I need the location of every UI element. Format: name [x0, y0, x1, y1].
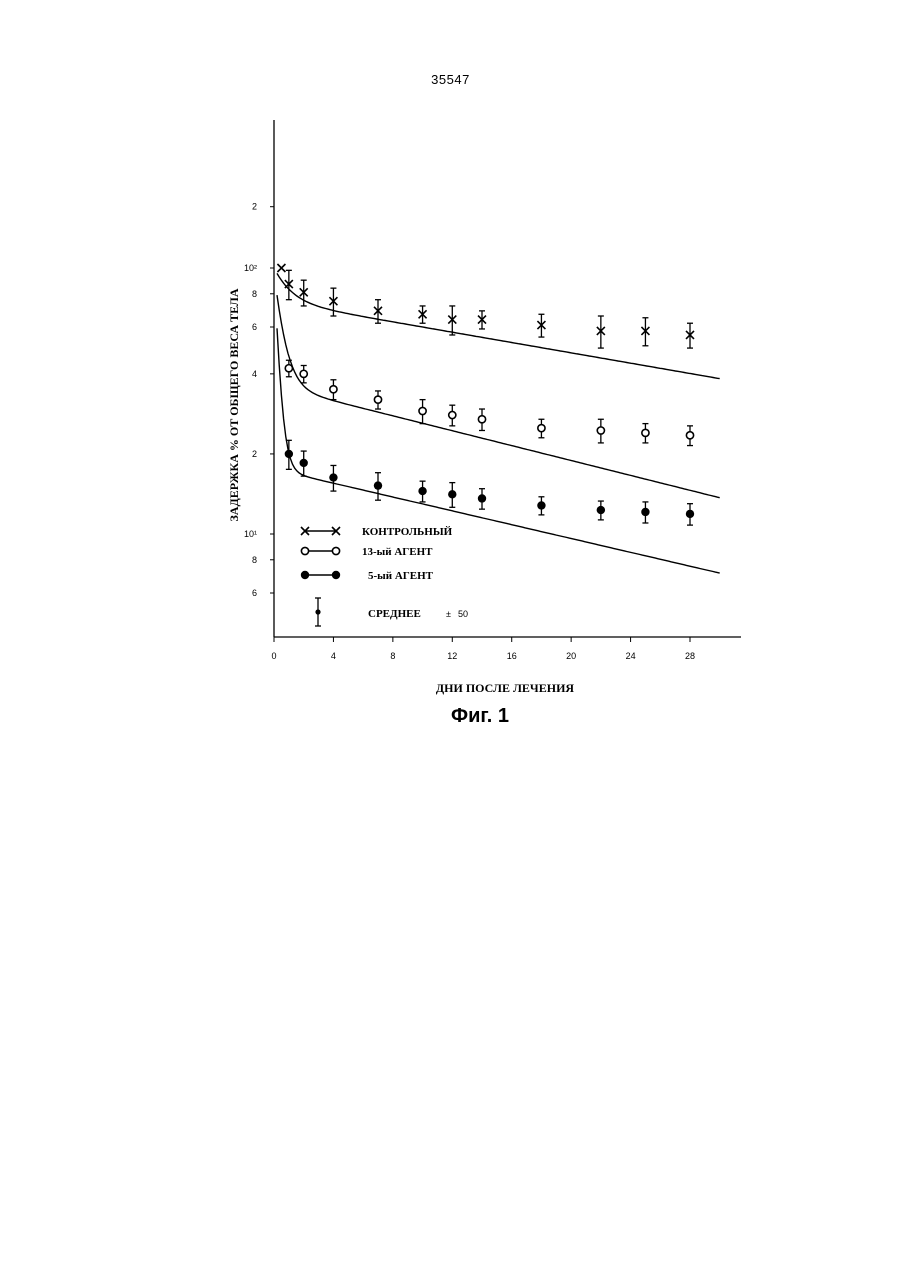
open-circle-marker	[478, 416, 485, 423]
open-circle-marker	[301, 547, 308, 554]
y-tick-label: 8	[252, 555, 257, 565]
filled-circle-marker	[300, 459, 308, 467]
fit-curve	[277, 295, 720, 498]
fit-curve	[277, 273, 720, 378]
open-circle-marker	[374, 396, 381, 403]
x-tick-label: 8	[390, 651, 395, 661]
open-circle-marker	[332, 547, 339, 554]
filled-circle-marker	[332, 571, 340, 579]
open-circle-marker	[449, 411, 456, 418]
filled-circle-marker	[448, 490, 456, 498]
legend-errorbar-label: СРЕДНЕЕ	[368, 608, 421, 620]
y-tick-label: 6	[252, 322, 257, 332]
filled-circle-marker	[418, 487, 426, 495]
x-tick-label: 12	[447, 651, 457, 661]
legend-errorbar-dot	[315, 609, 320, 614]
x-tick-label: 24	[626, 651, 636, 661]
y-tick-label: 2	[252, 202, 257, 212]
open-circle-marker	[642, 429, 649, 436]
y-tick-label: 2	[252, 449, 257, 459]
y-tick-label: 10¹	[244, 529, 257, 539]
y-tick-label: 10²	[244, 263, 257, 273]
y-tick-label: 8	[252, 289, 257, 299]
filled-circle-marker	[686, 510, 694, 518]
legend-label: 5-ый АГЕНТ	[368, 570, 434, 582]
chart-points	[277, 264, 694, 525]
legend-label: 13-ый АГЕНТ	[362, 546, 433, 558]
filled-circle-marker	[641, 508, 649, 516]
x-tick-label: 4	[331, 651, 336, 661]
filled-circle-marker	[597, 506, 605, 514]
x-tick-label: 20	[566, 651, 576, 661]
fit-curve	[277, 328, 720, 573]
open-circle-marker	[538, 425, 545, 432]
filled-circle-marker	[285, 450, 293, 458]
open-circle-marker	[597, 427, 604, 434]
chart-ticks: 0 4 8 12 16 20 24 28 10² 8 6 4 2 10¹ 8 6 2	[244, 202, 695, 661]
chart-axes	[274, 120, 741, 637]
legend-label: КОНТРОЛЬНЫЙ	[362, 526, 453, 538]
filled-circle-marker	[329, 473, 337, 481]
y-tick-label: 6	[252, 588, 257, 598]
open-circle-marker	[330, 386, 337, 393]
open-circle-marker	[285, 365, 292, 372]
filled-circle-marker	[301, 571, 309, 579]
open-circle-marker	[300, 370, 307, 377]
x-axis-label: ДНИ ПОСЛЕ ЛЕЧЕНИЯ	[436, 681, 574, 695]
legend-errorbar-suffix: 50	[458, 609, 468, 619]
filled-circle-marker	[374, 481, 382, 489]
open-circle-marker	[686, 432, 693, 439]
filled-circle-marker	[537, 501, 545, 509]
retention-chart: 0 4 8 12 16 20 24 28 10² 8 6 4 2 10¹ 8 6 2 КОНТРОЛЬНЫЙ 13…	[0, 0, 901, 760]
chart-legend: КОНТРОЛЬНЫЙ 13-ый АГЕНТ 5-ый АГЕНТ СРЕДНЕЕ ±…	[301, 526, 468, 626]
chart-fit-curves	[277, 273, 720, 573]
x-tick-label: 0	[271, 651, 276, 661]
x-tick-label: 16	[507, 651, 517, 661]
y-tick-label: 4	[252, 369, 257, 379]
figure-caption: Фиг. 1	[0, 705, 901, 728]
x-tick-label: 28	[685, 651, 695, 661]
legend-errorbar-pm: ±	[446, 609, 451, 619]
open-circle-marker	[419, 407, 426, 414]
filled-circle-marker	[478, 494, 486, 502]
y-axis-label: ЗАДЕРЖКА % ОТ ОБЩЕГО ВЕСА ТЕЛА	[227, 288, 241, 521]
cross-marker	[277, 264, 285, 272]
